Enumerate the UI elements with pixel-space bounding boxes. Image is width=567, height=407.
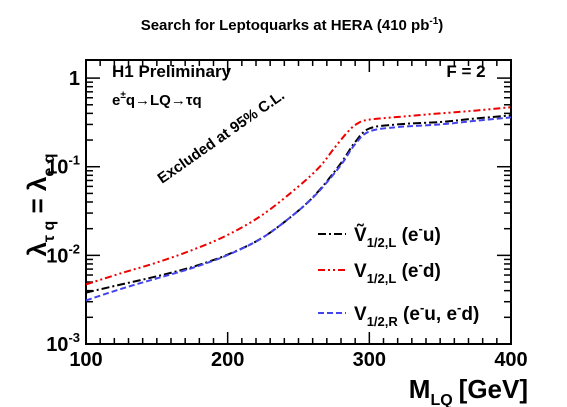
series-line-2: [85, 106, 512, 286]
process-label: e±q→LQ→τq: [112, 90, 202, 109]
chart-title: Search for Leptoquarks at HERA (410 pb-1…: [141, 16, 444, 34]
y-tick-label: 10-2: [46, 241, 80, 267]
legend: Ṽ1/2,L (e-u) V1/2,L (e-d) V1/2,R (e-u, e-d…: [318, 221, 479, 329]
x-tick-label: 200: [211, 349, 244, 371]
y-tick-label: 1: [69, 68, 80, 90]
x-tick-label: 100: [69, 349, 102, 371]
series-line-3: [85, 116, 512, 302]
x-tick-label: 400: [494, 349, 527, 371]
x-axis-title: MLQ [GeV]: [409, 374, 528, 407]
legend-label-3: V1/2,R (e-u, e-d): [354, 300, 479, 329]
y-tick-label: 10-1: [46, 153, 80, 179]
y-tick-label: 10-3: [46, 330, 80, 356]
x-tick-label: 300: [353, 349, 386, 371]
y-axis-title: λτ q = λe q: [22, 153, 58, 256]
series-line-1: [85, 114, 512, 294]
legend-label-1: Ṽ1/2,L (e-u): [354, 221, 441, 250]
svg-text:λτ q = λe q: λτ q = λe q: [22, 153, 58, 256]
plot-area: 100 200 300 400 1 10-1 10-2 10-3: [46, 59, 528, 371]
experiment-label: H1 Preliminary: [112, 62, 232, 81]
fermion-number-label: F = 2: [446, 62, 485, 81]
legend-label-2: V1/2,L (e-d): [354, 257, 441, 286]
